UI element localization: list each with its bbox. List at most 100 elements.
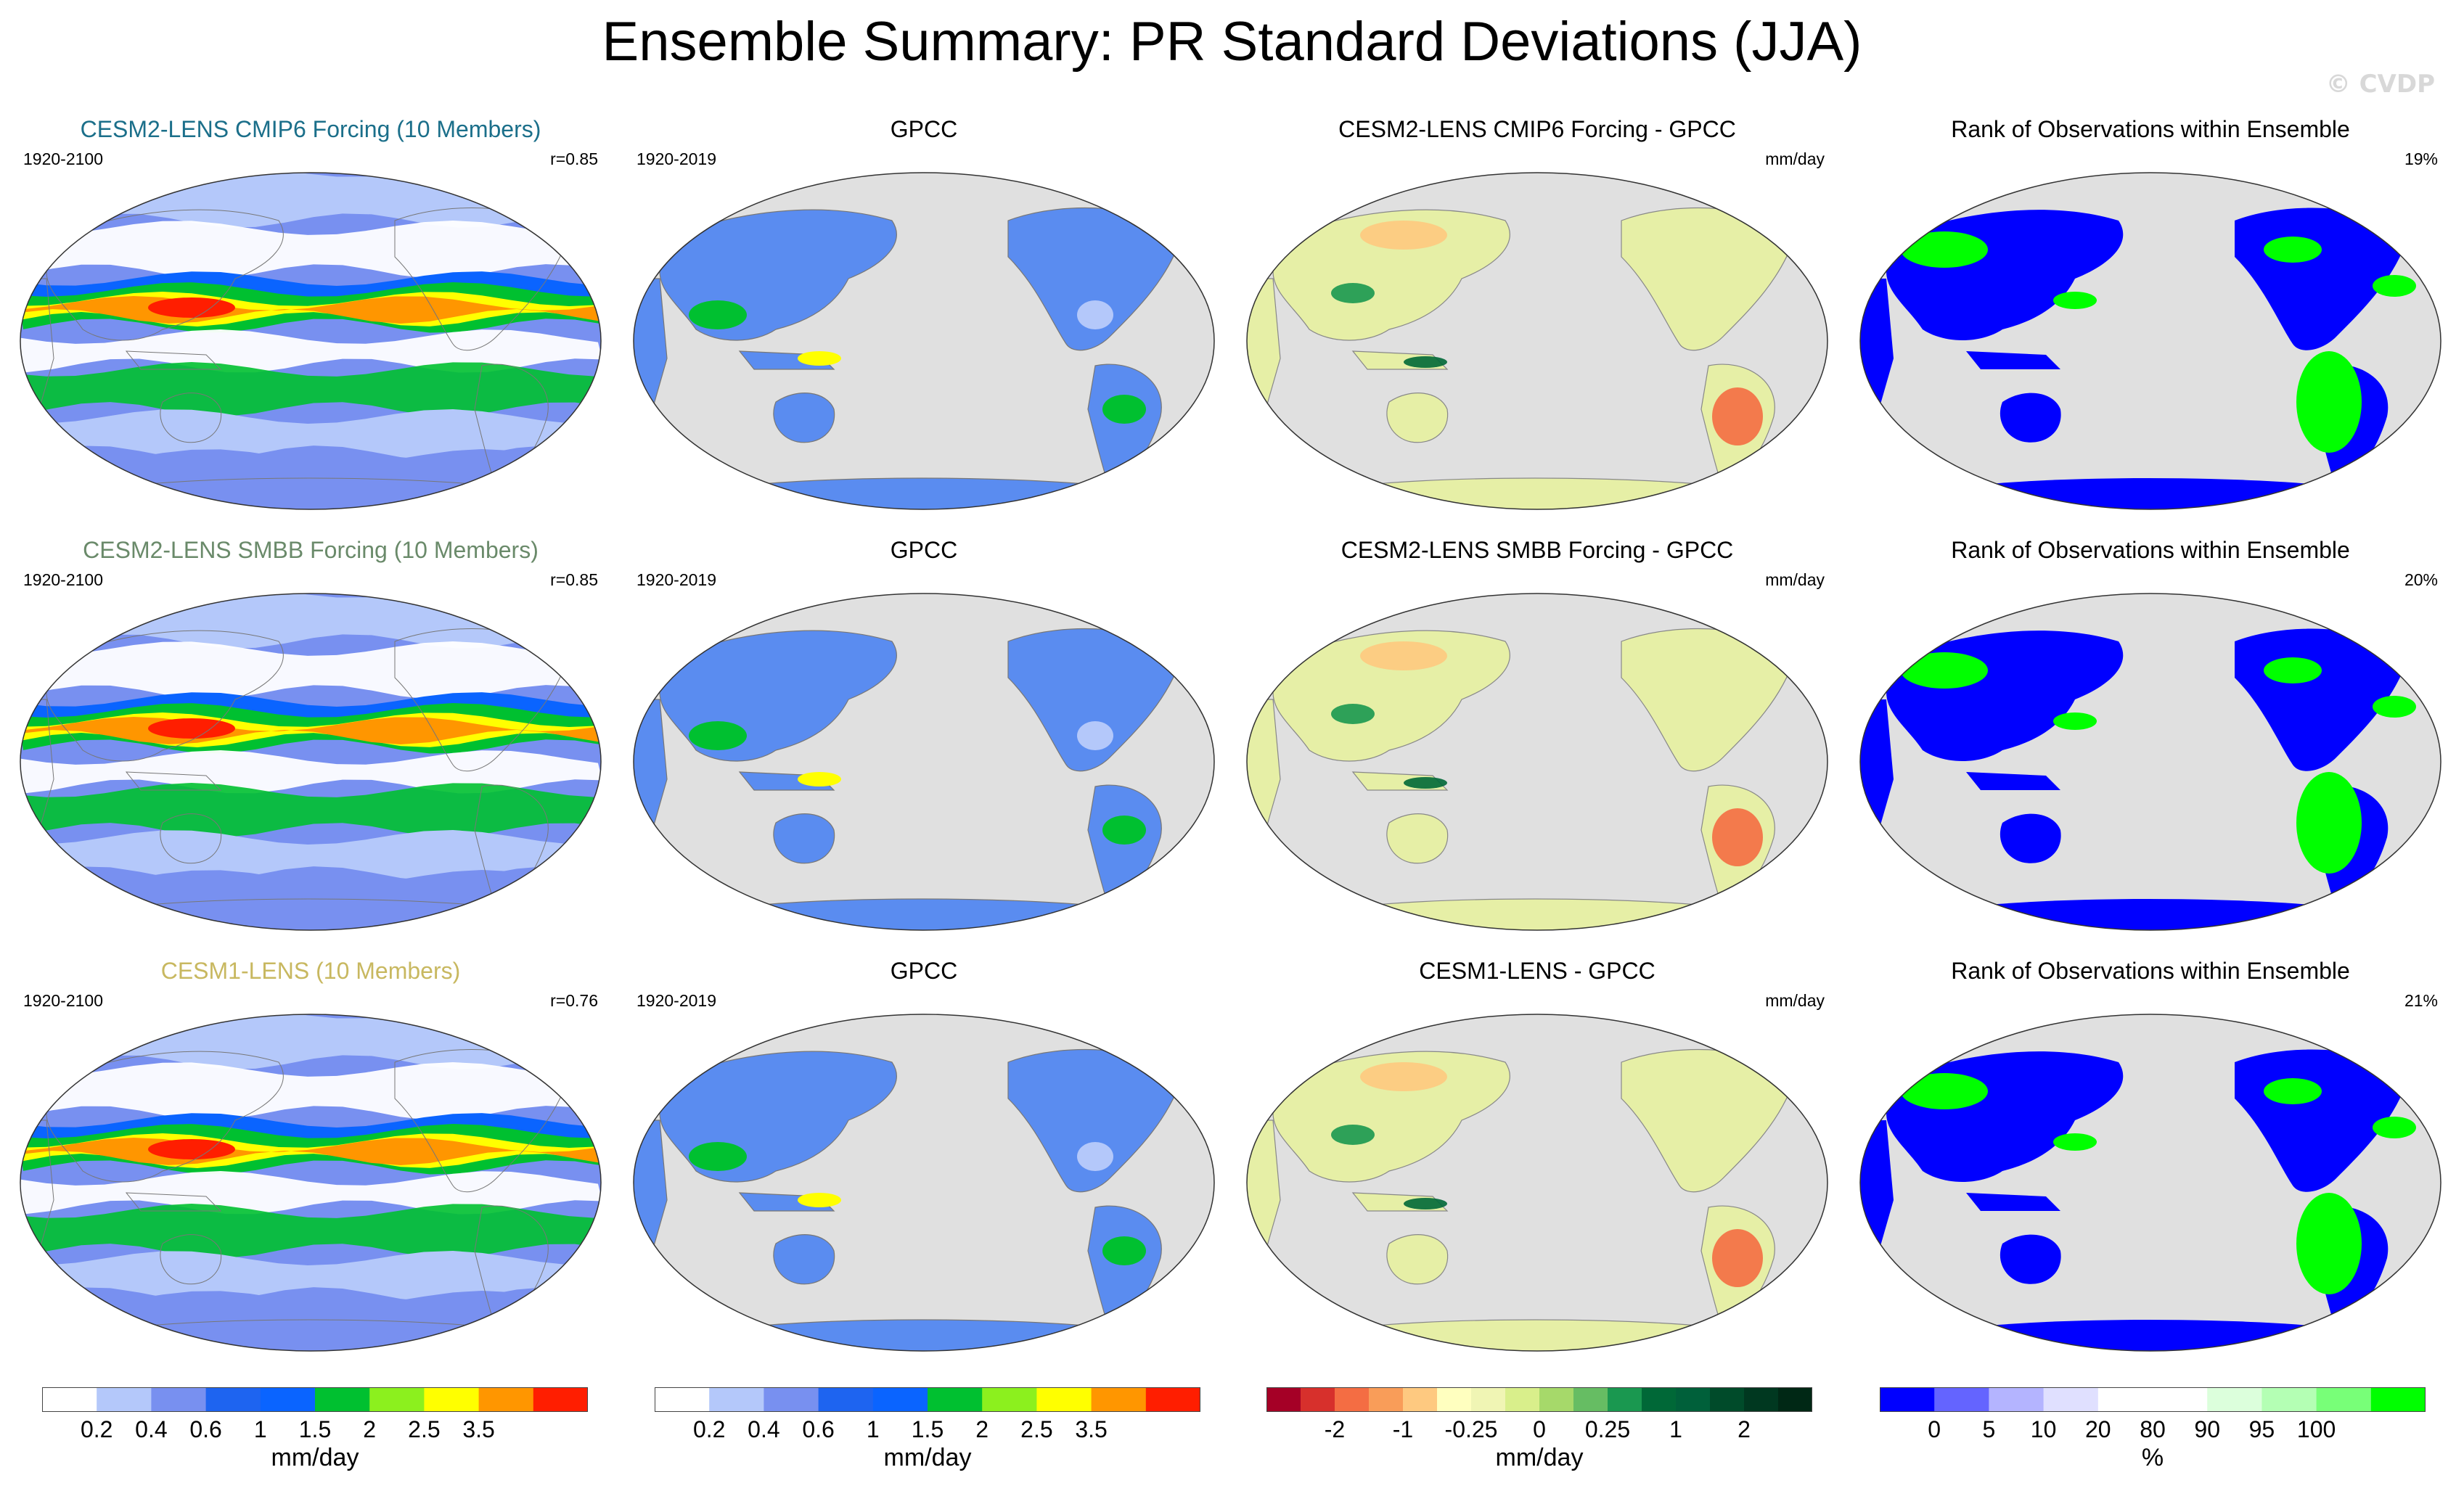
- colorbar-swatch: [1744, 1387, 1779, 1412]
- colorbar-tick-label: 10: [2030, 1416, 2057, 1442]
- period-label: 1920-2019: [637, 149, 716, 168]
- colorbar-ticks: 0 5 10 20 80 90 95 100: [1880, 1416, 2426, 1445]
- gpcc-stddev-map: [633, 1014, 1215, 1352]
- colorbar-tick-label: 2: [975, 1416, 989, 1442]
- colorbar-tick-label: 80: [2140, 1416, 2166, 1442]
- continent-antarctica: [1944, 478, 2358, 509]
- panel-title: CESM2-LENS CMIP6 Forcing - GPCC: [1338, 116, 1736, 142]
- panel-model-row3: CESM1-LENS (10 Members) 1920-2100 r=0.76: [9, 950, 613, 1357]
- colorbar-tick-label: 100: [2296, 1416, 2336, 1442]
- colorbar-swatch: [260, 1387, 316, 1412]
- colorbar-swatch: [97, 1387, 152, 1412]
- field-patch: [1901, 1073, 1988, 1109]
- period-label: 1920-2019: [637, 991, 716, 1010]
- continent-australia: [1386, 813, 1449, 864]
- continent-australia: [1386, 393, 1449, 443]
- rank-map: [1859, 1014, 2442, 1352]
- colorbar-swatches: [42, 1387, 588, 1412]
- continent-indonesia: [1966, 772, 2060, 790]
- colorbar-swatch: [1934, 1387, 1989, 1412]
- colorbar-swatch: [1369, 1387, 1404, 1412]
- field-maximum: [148, 718, 235, 739]
- field-patch: [1360, 641, 1447, 670]
- panel-title: GPCC: [890, 958, 958, 984]
- colorbar-swatch: [205, 1387, 261, 1412]
- gpcc-stddev-map: [633, 593, 1215, 931]
- field-patch: [1360, 1062, 1447, 1091]
- field-patch: [1102, 1236, 1146, 1265]
- colorbar-unit: mm/day: [1495, 1444, 1584, 1471]
- colorbar-swatch: [42, 1387, 97, 1412]
- continent-antarctica: [1944, 899, 2358, 930]
- panel-title: CESM2-LENS CMIP6 Forcing (10 Members): [80, 116, 541, 142]
- field-patch: [798, 351, 841, 366]
- rank-map: [1859, 593, 2442, 931]
- map-border: [1859, 172, 2442, 510]
- panel-title: CESM1-LENS - GPCC: [1419, 958, 1655, 984]
- colorbar-swatch: [982, 1387, 1037, 1412]
- map-border: [633, 1014, 1215, 1352]
- map-border: [20, 593, 602, 931]
- panel-diff-row1: CESM2-LENS CMIP6 Forcing - GPCC mm/day: [1235, 109, 1839, 515]
- field-band: [20, 1251, 601, 1302]
- field-patch: [689, 300, 747, 329]
- colorbar-swatch: [2153, 1387, 2208, 1412]
- correlation-label: r=0.85: [550, 149, 598, 168]
- field-patch: [1102, 816, 1146, 845]
- colorbar-rank: 0 5 10 20 80 90 95 100 %: [1880, 1387, 2426, 1474]
- map-border: [1246, 172, 1828, 510]
- colorbar-ticks: 0.2 0.4 0.6 1 1.5 2 2.5 3.5: [42, 1416, 588, 1445]
- model-stddev-map: [20, 172, 602, 510]
- colorbar-swatch: [478, 1387, 534, 1412]
- field-patch: [2264, 657, 2322, 683]
- panel-rank-row2: Rank of Observations within Ensemble 20%: [1849, 530, 2452, 936]
- colorbar-tick-label: 95: [2248, 1416, 2275, 1442]
- colorbar-swatch: [1145, 1387, 1200, 1412]
- field-patch: [1331, 1125, 1375, 1145]
- colorbar-swatch: [928, 1387, 983, 1412]
- colorbar-outline: [1266, 1387, 1812, 1412]
- colorbar-swatch: [2097, 1387, 2153, 1412]
- coastline-indonesia: [125, 350, 222, 370]
- continent-antarctica: [717, 1319, 1132, 1351]
- field-patch: [2264, 1078, 2322, 1104]
- field-patch: [2373, 1117, 2416, 1138]
- field-patch: [1712, 808, 1763, 866]
- continent-asia: [1272, 209, 1510, 341]
- colorbar-tick-label: 3.5: [1075, 1416, 1108, 1442]
- map-border: [20, 172, 602, 510]
- colorbar-tick-label: 1.5: [911, 1416, 944, 1442]
- colorbar-swatch: [1710, 1387, 1745, 1412]
- colorbar-tick-label: 2: [1738, 1416, 1751, 1442]
- colorbar-swatch: [1471, 1387, 1506, 1412]
- colorbar-swatch: [1266, 1387, 1301, 1412]
- field-patch: [1404, 1198, 1447, 1209]
- colorbar-swatch: [2207, 1387, 2262, 1412]
- map-border: [633, 593, 1215, 931]
- map-border: [1246, 1014, 1828, 1352]
- colorbar-tick-label: 1: [253, 1416, 267, 1442]
- colorbar-tick-label: 0.6: [189, 1416, 222, 1442]
- field-band: [20, 641, 601, 699]
- colorbar-swatch: [655, 1387, 710, 1412]
- colorbar-swatches: [1266, 1387, 1812, 1412]
- colorbar-unit: mm/day: [883, 1444, 972, 1471]
- continent-australia: [773, 813, 835, 864]
- continent-australia: [2000, 393, 2061, 443]
- field-patch: [1077, 1142, 1113, 1171]
- panel-title: CESM2-LENS SMBB Forcing - GPCC: [1341, 537, 1734, 563]
- panel-rank-row3: Rank of Observations within Ensemble 21%: [1849, 950, 2452, 1357]
- field-patch: [689, 721, 747, 750]
- field-patch: [798, 1193, 841, 1207]
- panel-title: Rank of Observations within Ensemble: [1951, 958, 2350, 984]
- colorbar-ticks: 0.2 0.4 0.6 1 1.5 2 2.5 3.5: [655, 1416, 1200, 1445]
- field-patch: [2373, 696, 2416, 718]
- gpcc-stddev-map: [633, 172, 1215, 510]
- colorbar-swatch: [424, 1387, 480, 1412]
- field-band: [20, 783, 601, 837]
- colorbar-swatch: [1539, 1387, 1574, 1412]
- percent-label: 21%: [2404, 991, 2438, 1010]
- colorbar-swatch: [2370, 1387, 2426, 1412]
- field-band: [20, 1291, 601, 1334]
- panel-diff-row3: CESM1-LENS - GPCC mm/day: [1235, 950, 1839, 1357]
